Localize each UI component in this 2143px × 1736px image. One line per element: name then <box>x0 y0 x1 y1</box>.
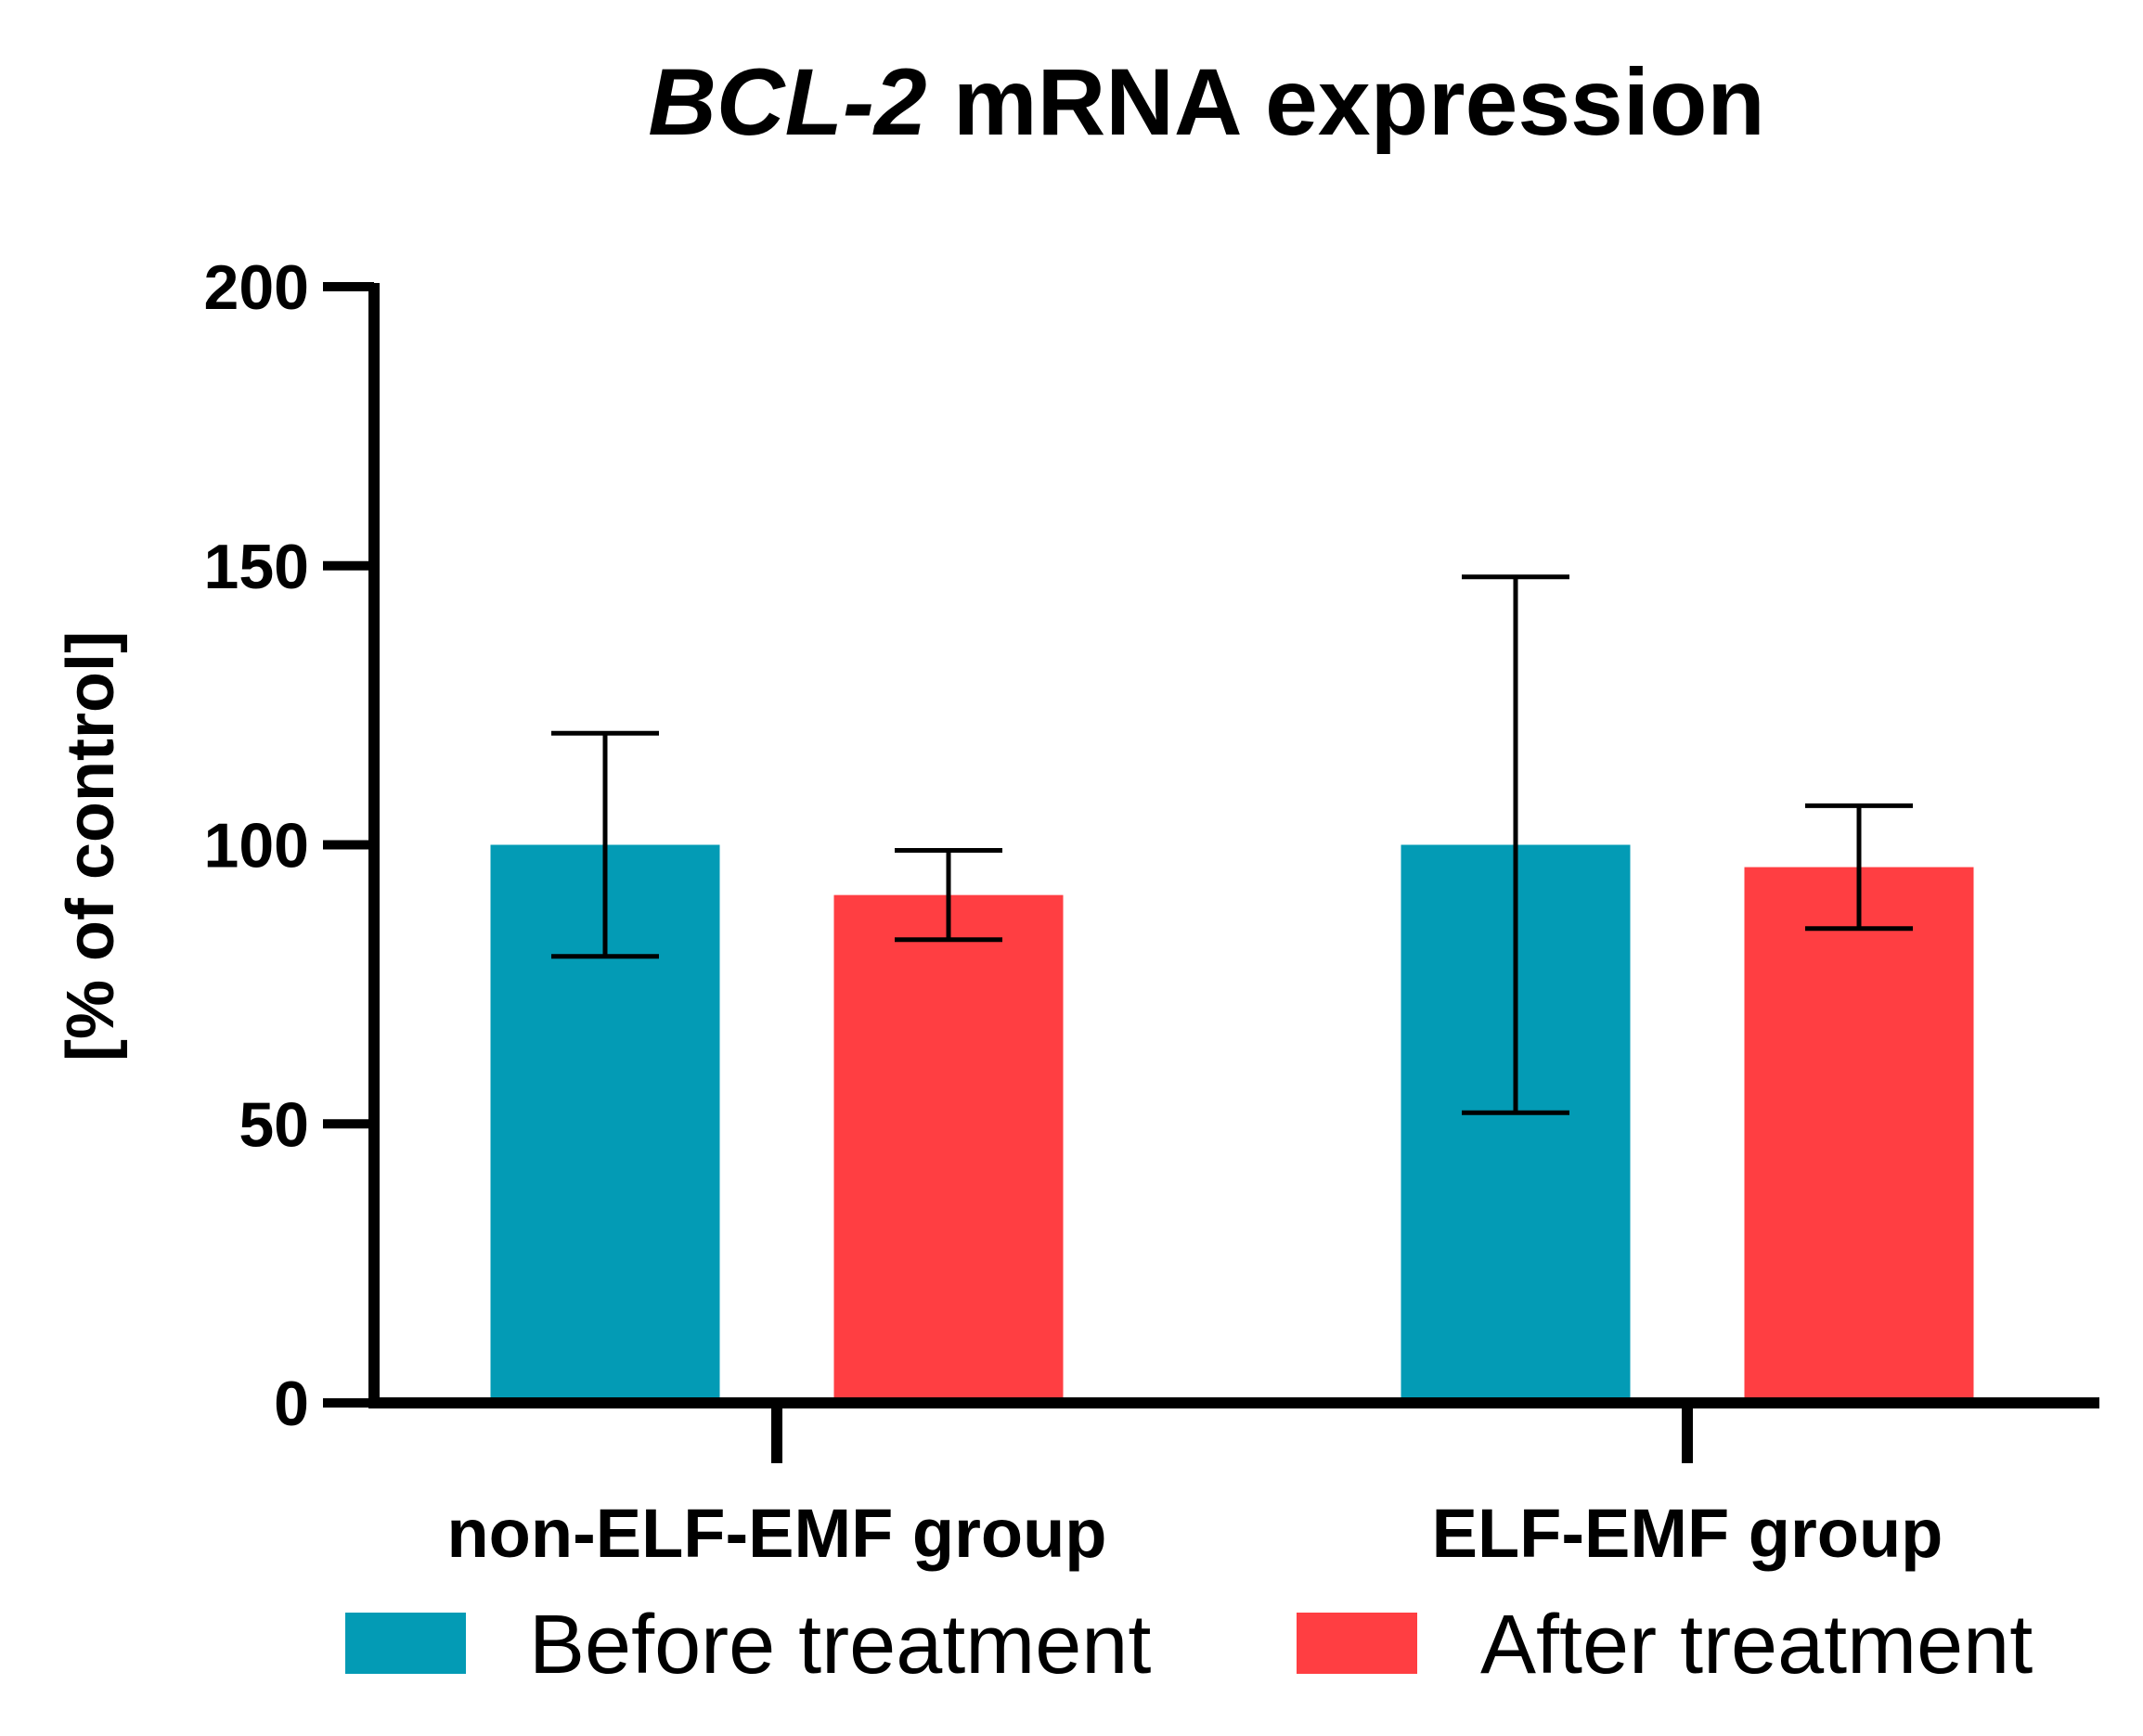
chart-title: BCL-2 mRNA expression <box>648 49 1765 155</box>
category-label: non-ELF-EMF group <box>446 1495 1106 1572</box>
error-bar-before-0 <box>551 730 659 959</box>
bars <box>490 844 1974 1403</box>
error-bar-after-1 <box>1805 803 1913 932</box>
legend-label: Before treatment <box>529 1599 1151 1691</box>
bar-after-0 <box>833 894 1064 1403</box>
legend-swatch <box>345 1613 466 1674</box>
y-tick-label: 100 <box>204 811 309 881</box>
bar-after-1 <box>1744 867 1974 1403</box>
legend-item-after: After treatment <box>1297 1599 2033 1691</box>
legend: Before treatment After treatment <box>345 1599 2033 1691</box>
category-label: ELF-EMF group <box>1432 1495 1943 1572</box>
y-tick-label: 200 <box>204 252 309 323</box>
y-tick-label: 50 <box>239 1089 309 1160</box>
y-tick-label: 0 <box>274 1369 309 1439</box>
legend-swatch <box>1297 1613 1417 1674</box>
y-ticks: 0 50 100 150 200 <box>204 252 374 1439</box>
error-bar-before-1 <box>1462 574 1569 1115</box>
x-categories: non-ELF-EMF group ELF-EMF group <box>446 1403 1943 1572</box>
chart-title-rest: mRNA expression <box>927 49 1765 155</box>
legend-item-before: Before treatment <box>345 1599 1151 1691</box>
error-bars <box>551 574 1913 1115</box>
y-axis-label: [% of control] <box>54 631 128 1061</box>
y-tick-label: 150 <box>204 532 309 602</box>
error-bar-after-0 <box>895 848 1002 943</box>
legend-label: After treatment <box>1480 1599 2033 1691</box>
chart-title-italic: BCL-2 <box>648 49 926 155</box>
